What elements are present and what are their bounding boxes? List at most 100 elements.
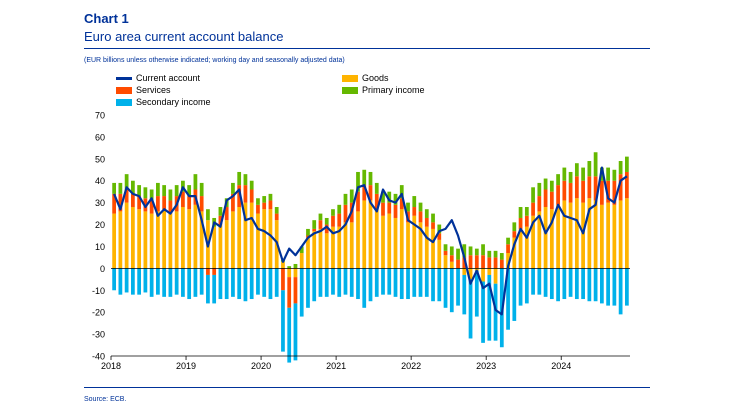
- bar-goods: [343, 222, 348, 269]
- bar-services: [537, 196, 542, 212]
- bar-goods: [212, 226, 217, 269]
- bar-primary-income: [418, 202, 423, 212]
- bar-goods: [381, 215, 385, 269]
- bar-services: [474, 255, 479, 269]
- bar-primary-income: [556, 174, 560, 186]
- bar-secondary-income: [331, 268, 335, 295]
- bar-secondary-income: [574, 268, 579, 300]
- bar-goods: [362, 200, 367, 269]
- bar-services: [524, 215, 529, 227]
- bar-services: [137, 196, 142, 210]
- bar-primary-income: [374, 182, 379, 194]
- legend-swatch-services: [116, 86, 132, 94]
- bar-secondary-income: [462, 274, 467, 315]
- bar-services: [149, 200, 154, 214]
- bar-primary-income: [593, 152, 598, 177]
- bar-secondary-income: [537, 268, 542, 295]
- bar-goods: [231, 211, 235, 269]
- bar-primary-income: [318, 213, 323, 221]
- bar-services: [387, 202, 392, 214]
- bar-services: [456, 259, 460, 269]
- bar-primary-income: [137, 185, 142, 197]
- bar-secondary-income: [143, 268, 148, 293]
- bar-services: [124, 189, 129, 203]
- bar-goods: [518, 228, 523, 269]
- bar-primary-income: [512, 222, 517, 232]
- bar-primary-income: [343, 193, 348, 205]
- bar-primary-income: [381, 191, 385, 203]
- bar-secondary-income: [368, 268, 373, 302]
- bar-secondary-income: [568, 268, 573, 297]
- bar-goods: [299, 253, 304, 269]
- bar-goods: [162, 209, 167, 269]
- bar-secondary-income: [312, 268, 317, 302]
- bar-services: [443, 250, 448, 256]
- bar-secondary-income: [193, 268, 198, 297]
- bar-goods: [174, 211, 179, 269]
- bar-primary-income: [162, 185, 167, 197]
- bar-services: [374, 193, 379, 210]
- bar-secondary-income: [493, 283, 498, 341]
- bar-primary-income: [456, 248, 460, 260]
- bar-secondary-income: [431, 268, 435, 302]
- legend-current-account: Current account: [116, 73, 200, 83]
- bar-primary-income: [574, 163, 579, 177]
- bar-primary-income: [487, 250, 492, 258]
- bar-primary-income: [118, 182, 123, 194]
- bar-primary-income: [581, 167, 585, 181]
- bar-goods: [143, 211, 148, 269]
- bar-goods: [331, 226, 335, 269]
- bar-services: [162, 196, 167, 210]
- bar-secondary-income: [556, 268, 560, 302]
- bar-secondary-income: [518, 268, 523, 306]
- bar-services: [381, 202, 385, 216]
- bar-secondary-income: [531, 268, 535, 295]
- bar-secondary-income: [587, 268, 592, 302]
- bar-primary-income: [174, 185, 179, 197]
- x-tick-label: 2020: [251, 361, 271, 371]
- bar-goods: [606, 202, 610, 269]
- bar-primary-income: [306, 228, 310, 236]
- bar-goods: [124, 202, 129, 269]
- bar-services: [112, 193, 117, 214]
- bar-primary-income: [124, 174, 129, 190]
- bar-secondary-income: [174, 268, 179, 295]
- bar-secondary-income: [287, 307, 292, 363]
- bar-goods: [349, 222, 354, 269]
- bar-primary-income: [393, 193, 398, 205]
- bar-primary-income: [606, 167, 610, 181]
- source-note: Source: ECB.: [84, 396, 127, 403]
- bar-services: [518, 217, 523, 229]
- bar-primary-income: [368, 171, 373, 186]
- bar-services: [568, 182, 573, 203]
- bar-services: [262, 202, 267, 210]
- bar-secondary-income: [487, 274, 492, 341]
- bar-goods: [624, 198, 629, 269]
- bar-goods: [512, 237, 517, 269]
- bar-goods: [193, 204, 198, 269]
- bar-secondary-income: [393, 268, 398, 297]
- bar-goods: [587, 198, 592, 269]
- bar-goods: [356, 211, 360, 269]
- bar-secondary-income: [506, 268, 510, 330]
- bar-primary-income: [424, 209, 429, 218]
- bar-primary-income: [231, 182, 235, 194]
- bar-secondary-income: [131, 268, 135, 295]
- bar-services: [431, 222, 435, 229]
- bar-primary-income: [537, 182, 542, 197]
- bar-secondary-income: [181, 268, 185, 297]
- bar-services: [231, 193, 235, 212]
- bar-secondary-income: [474, 270, 479, 317]
- bar-goods: [574, 198, 579, 269]
- bar-services: [324, 224, 329, 234]
- bar-goods: [449, 261, 454, 269]
- bar-secondary-income: [206, 274, 210, 304]
- bar-services: [318, 220, 323, 229]
- bar-primary-income: [531, 187, 535, 203]
- bar-goods: [137, 209, 142, 269]
- bar-primary-income: [168, 189, 173, 201]
- bar-goods: [287, 268, 292, 278]
- bar-goods: [256, 213, 260, 269]
- bar-services: [487, 257, 492, 269]
